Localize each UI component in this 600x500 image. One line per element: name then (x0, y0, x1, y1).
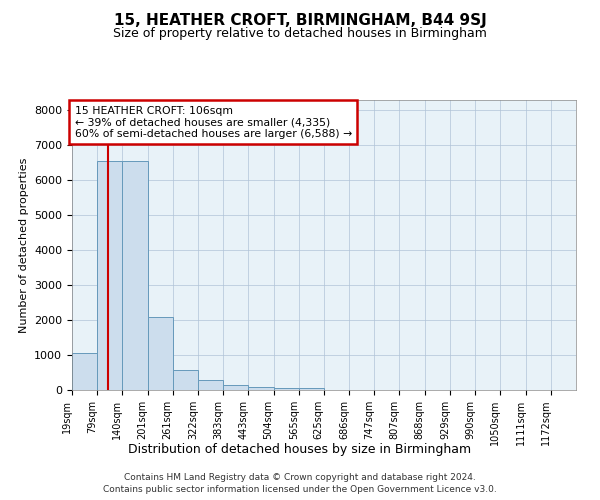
Bar (248, 386, 274, 390)
Bar (299, 388, 324, 390)
Text: 15 HEATHER CROFT: 106sqm
← 39% of detached houses are smaller (4,335)
60% of sem: 15 HEATHER CROFT: 106sqm ← 39% of detach… (74, 106, 352, 139)
Bar (97, 161, 122, 390)
Bar (148, 316, 173, 390)
Text: Contains HM Land Registry data © Crown copyright and database right 2024.: Contains HM Land Registry data © Crown c… (124, 472, 476, 482)
Bar (274, 388, 299, 390)
Bar (173, 370, 198, 390)
Y-axis label: Number of detached properties: Number of detached properties (19, 158, 29, 332)
Bar (198, 380, 223, 390)
Bar (223, 385, 248, 390)
Bar (122, 161, 148, 390)
Text: Distribution of detached houses by size in Birmingham: Distribution of detached houses by size … (128, 442, 472, 456)
Bar (72, 354, 97, 390)
Text: 15, HEATHER CROFT, BIRMINGHAM, B44 9SJ: 15, HEATHER CROFT, BIRMINGHAM, B44 9SJ (113, 12, 487, 28)
Text: Contains public sector information licensed under the Open Government Licence v3: Contains public sector information licen… (103, 485, 497, 494)
Text: Size of property relative to detached houses in Birmingham: Size of property relative to detached ho… (113, 28, 487, 40)
